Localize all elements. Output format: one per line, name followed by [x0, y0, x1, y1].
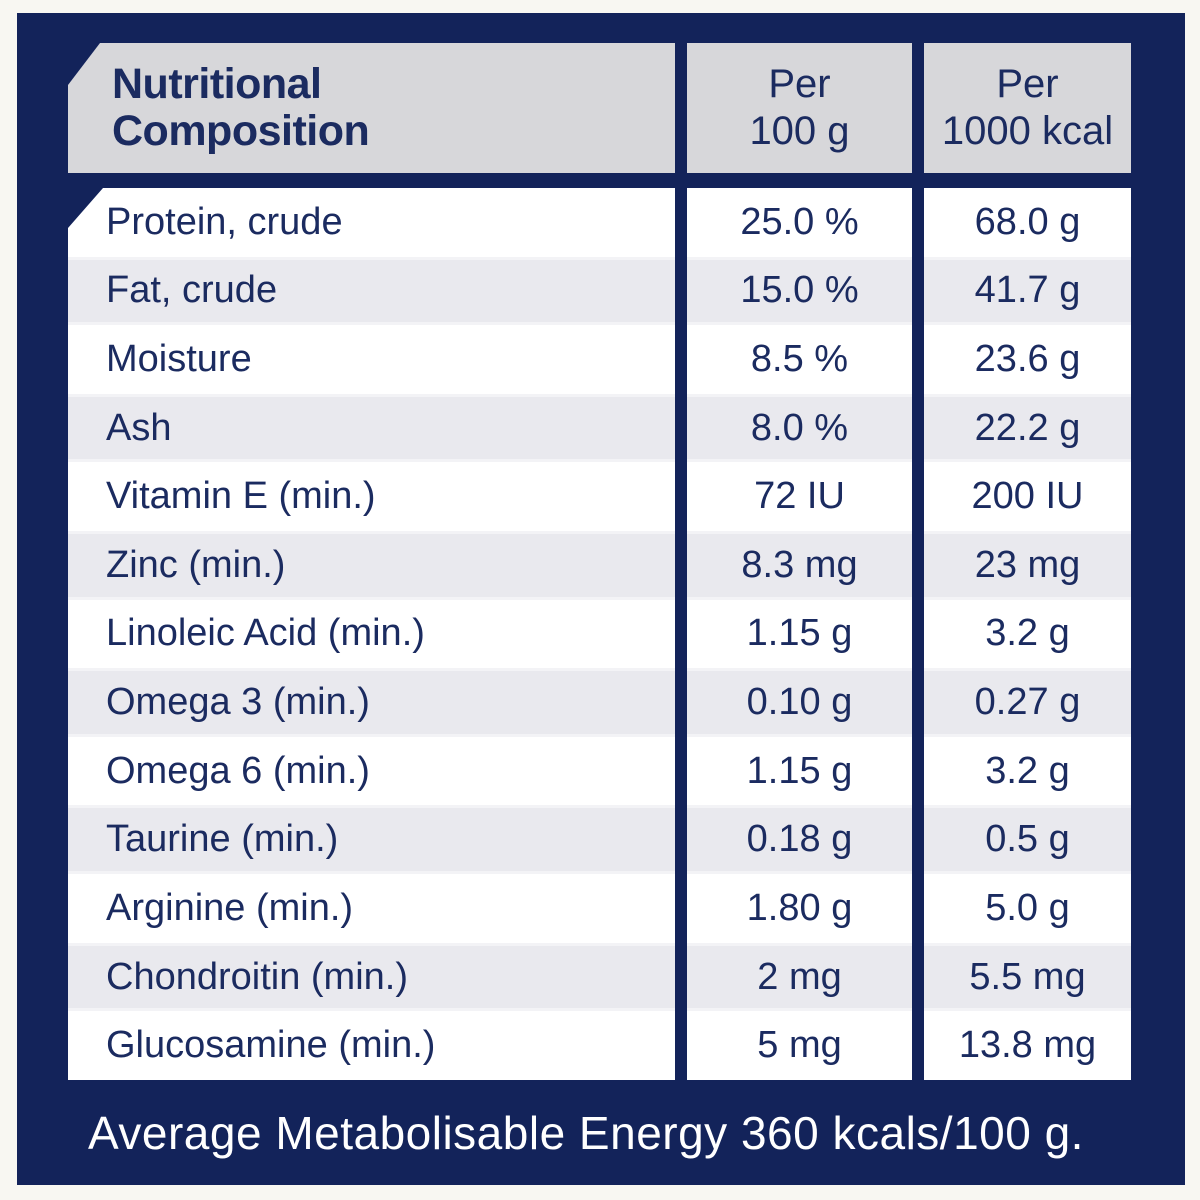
value-per-1000kcal: 13.8 mg	[924, 1011, 1131, 1080]
column-header-per-100g-line2: 100 g	[749, 109, 850, 153]
energy-footer-text: Average Metabolisable Energy 360 kcals/1…	[88, 1106, 1084, 1159]
table-row: Fat, crude 15.0 % 41.7 g	[68, 256, 1131, 326]
value-per-100g: 8.0 %	[687, 393, 912, 463]
table-header: Nutritional Composition Per 100 g Per 10…	[68, 43, 1131, 173]
table-row: Glucosamine (min.) 5 mg 13.8 mg	[68, 1011, 1131, 1080]
table-row: Ash 8.0 % 22.2 g	[68, 393, 1131, 463]
value-per-1000kcal: 41.7 g	[924, 256, 1131, 326]
table-title-line1: Nutritional	[112, 59, 322, 108]
label-frame: Nutritional Composition Per 100 g Per 10…	[17, 13, 1185, 1185]
column-header-per-1000kcal-line1: Per	[996, 61, 1059, 106]
value-per-1000kcal: 3.2 g	[924, 599, 1131, 669]
value-per-100g: 2 mg	[687, 942, 912, 1012]
value-per-100g: 15.0 %	[687, 256, 912, 326]
nutrient-name: Protein, crude	[68, 188, 675, 257]
table-row: Omega 3 (min.) 0.10 g 0.27 g	[68, 668, 1131, 737]
value-per-1000kcal: 0.5 g	[924, 805, 1131, 875]
value-per-100g: 1.15 g	[687, 599, 912, 669]
value-per-100g: 8.5 %	[687, 325, 912, 394]
table-row: Zinc (min.) 8.3 mg 23 mg	[68, 531, 1131, 600]
value-per-100g: 0.18 g	[687, 805, 912, 875]
value-per-100g: 5 mg	[687, 1011, 912, 1080]
energy-footer: Average Metabolisable Energy 360 kcals/1…	[17, 1080, 1185, 1185]
value-per-1000kcal: 23 mg	[924, 531, 1131, 600]
nutrient-name: Arginine (min.)	[68, 874, 675, 943]
value-per-100g: 8.3 mg	[687, 531, 912, 600]
value-per-1000kcal: 5.0 g	[924, 874, 1131, 943]
value-per-100g: 1.80 g	[687, 874, 912, 943]
nutrient-name: Taurine (min.)	[68, 805, 675, 875]
column-header-per-1000kcal: Per 1000 kcal	[924, 43, 1131, 173]
nutrient-name: Fat, crude	[68, 256, 675, 326]
value-per-1000kcal: 200 IU	[924, 462, 1131, 532]
nutrient-name: Zinc (min.)	[68, 531, 675, 600]
table-row: Protein, crude 25.0 % 68.0 g	[68, 188, 1131, 257]
table-row: Vitamin E (min.) 72 IU 200 IU	[68, 462, 1131, 532]
value-per-1000kcal: 22.2 g	[924, 393, 1131, 463]
value-per-1000kcal: 68.0 g	[924, 188, 1131, 257]
nutrient-name: Chondroitin (min.)	[68, 942, 675, 1012]
table-body: Protein, crude 25.0 % 68.0 g Fat, crude …	[68, 188, 1131, 1080]
column-header-per-100g: Per 100 g	[687, 43, 912, 173]
table-row: Omega 6 (min.) 1.15 g 3.2 g	[68, 736, 1131, 806]
table-row: Taurine (min.) 0.18 g 0.5 g	[68, 805, 1131, 875]
table-row: Moisture 8.5 % 23.6 g	[68, 325, 1131, 394]
nutrient-name: Ash	[68, 393, 675, 463]
table-title-line2: Composition	[112, 107, 370, 155]
nutrient-name: Vitamin E (min.)	[68, 462, 675, 532]
value-per-1000kcal: 3.2 g	[924, 736, 1131, 806]
value-per-100g: 0.10 g	[687, 668, 912, 737]
table-row: Arginine (min.) 1.80 g 5.0 g	[68, 874, 1131, 943]
value-per-1000kcal: 23.6 g	[924, 325, 1131, 394]
nutrient-name: Moisture	[68, 325, 675, 394]
nutrient-name: Glucosamine (min.)	[68, 1011, 675, 1080]
table-title: Nutritional Composition	[68, 43, 675, 173]
value-per-100g: 1.15 g	[687, 736, 912, 806]
table-row: Linoleic Acid (min.) 1.15 g 3.2 g	[68, 599, 1131, 669]
column-header-per-1000kcal-line2: 1000 kcal	[941, 109, 1114, 153]
value-per-100g: 72 IU	[687, 462, 912, 532]
nutrient-name: Omega 6 (min.)	[68, 736, 675, 806]
value-per-1000kcal: 0.27 g	[924, 668, 1131, 737]
table-row: Chondroitin (min.) 2 mg 5.5 mg	[68, 942, 1131, 1012]
value-per-100g: 25.0 %	[687, 188, 912, 257]
nutrient-name: Linoleic Acid (min.)	[68, 599, 675, 669]
nutrient-name: Omega 3 (min.)	[68, 668, 675, 737]
value-per-1000kcal: 5.5 mg	[924, 942, 1131, 1012]
column-header-per-100g-line1: Per	[768, 61, 831, 106]
